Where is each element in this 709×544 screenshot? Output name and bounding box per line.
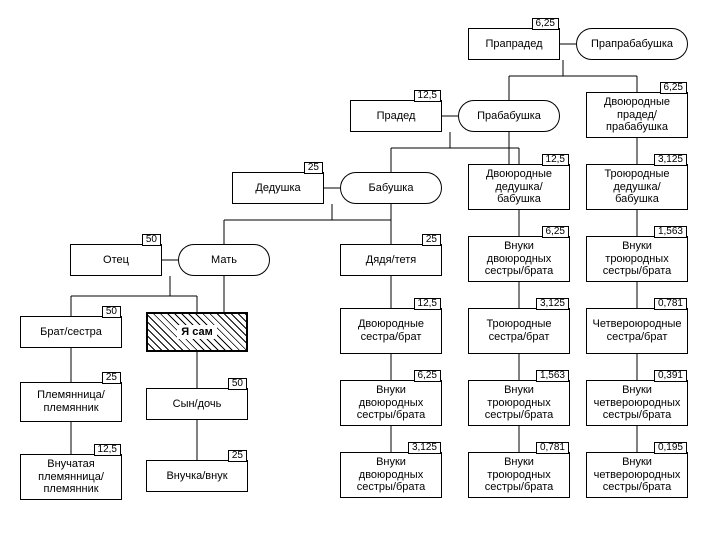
node-dv_sestra: Двоюродные сестра/брат12,5 bbox=[340, 308, 442, 354]
node-vnuk_dv2: Внуки двоюродных сестры/брата6,25 bbox=[340, 380, 442, 426]
node-plem: Племянница/ племянник25 bbox=[20, 382, 122, 422]
node-label: Четвероюродные сестра/брат bbox=[591, 318, 683, 343]
node-ch_sestra: Четвероюродные сестра/брат0,781 bbox=[586, 308, 688, 354]
node-label: Мать bbox=[211, 254, 237, 267]
node-label: Двоюродные дедушка/ бабушка bbox=[473, 168, 565, 206]
node-praded: Прадед12,5 bbox=[350, 100, 442, 132]
node-label: Троюродные сестра/брат bbox=[473, 318, 565, 343]
node-vnuk_ch3: Внуки четвероюродных сестры/брата0,195 bbox=[586, 452, 688, 498]
node-vnuchka: Внучка/внук25 bbox=[146, 460, 248, 492]
node-label: Внучатая племянница/ племянник bbox=[25, 458, 117, 496]
node-label: Прапрадед bbox=[485, 38, 542, 51]
node-badge: 6,25 bbox=[660, 82, 687, 94]
node-ya: Я сам bbox=[146, 312, 248, 352]
node-tr_sestra: Троюродные сестра/брат3,125 bbox=[468, 308, 570, 354]
family-tree-diagram: Прапрадед6,25ПрапрабабушкаПрадед12,5Праб… bbox=[0, 0, 709, 544]
node-syn: Сын/дочь50 bbox=[146, 388, 248, 420]
node-label: Троюродные дедушка/ бабушка bbox=[591, 168, 683, 206]
node-label: Внуки двоюродных сестры/брата bbox=[345, 384, 437, 422]
node-dv_praded: Двоюродные прадед/ прабабушка6,25 bbox=[586, 92, 688, 138]
node-label: Внуки двоюродных сестры/брата bbox=[473, 240, 565, 278]
node-label: Племянница/ племянник bbox=[25, 389, 117, 414]
node-dyadya: Дядя/тетя25 bbox=[340, 244, 442, 276]
node-vnuk_tr3: Внуки троюродных сестры/брата0,781 bbox=[468, 452, 570, 498]
node-label: Двоюродные сестра/брат bbox=[345, 318, 437, 343]
node-vnuk_dv1: Внуки двоюродных сестры/брата6,25 bbox=[468, 236, 570, 282]
node-badge: 50 bbox=[142, 234, 161, 246]
node-vnuk_ch2: Внуки четвероюродных сестры/брата0,391 bbox=[586, 380, 688, 426]
node-badge: 12,5 bbox=[542, 154, 569, 166]
node-badge: 0,195 bbox=[654, 442, 687, 454]
node-label: Отец bbox=[103, 254, 129, 267]
node-otec: Отец50 bbox=[70, 244, 162, 276]
node-label: Внучка/внук bbox=[166, 470, 227, 483]
node-label: Внуки двоюродных сестры/брата bbox=[345, 456, 437, 494]
node-tr_ded: Троюродные дедушка/ бабушка3,125 bbox=[586, 164, 688, 210]
node-label: Дедушка bbox=[255, 182, 300, 195]
node-label: Прадед bbox=[377, 110, 416, 123]
node-vn_plem: Внучатая племянница/ племянник12,5 bbox=[20, 454, 122, 500]
node-label: Прапрабабушка bbox=[591, 38, 673, 51]
node-badge: 25 bbox=[304, 162, 323, 174]
node-badge: 3,125 bbox=[408, 442, 441, 454]
node-label: Внуки троюродных сестры/брата bbox=[473, 384, 565, 422]
node-badge: 0,781 bbox=[654, 298, 687, 310]
node-badge: 12,5 bbox=[414, 298, 441, 310]
node-badge: 12,5 bbox=[94, 444, 121, 456]
node-label: Брат/сестра bbox=[40, 326, 102, 339]
node-badge: 1,563 bbox=[536, 370, 569, 382]
node-label: Внуки четвероюродных сестры/брата bbox=[591, 384, 683, 422]
node-babushka: Бабушка bbox=[340, 172, 442, 204]
node-label: Внуки троюродных сестры/брата bbox=[473, 456, 565, 494]
node-label: Я сам bbox=[177, 325, 216, 340]
node-dv_ded: Двоюродные дедушка/ бабушка12,5 bbox=[468, 164, 570, 210]
node-badge: 12,5 bbox=[414, 90, 441, 102]
node-badge: 25 bbox=[422, 234, 441, 246]
node-label: Внуки четвероюродных сестры/брата bbox=[591, 456, 683, 494]
node-praprad: Прапрадед6,25 bbox=[468, 28, 560, 60]
node-badge: 0,781 bbox=[536, 442, 569, 454]
node-badge: 3,125 bbox=[654, 154, 687, 166]
node-prababushka: Прабабушка bbox=[458, 100, 560, 132]
node-badge: 3,125 bbox=[536, 298, 569, 310]
node-badge: 6,25 bbox=[532, 18, 559, 30]
node-vnuk_tr1: Внуки троюродных сестры/брата1,563 bbox=[586, 236, 688, 282]
node-prapra_bab: Прапрабабушка bbox=[576, 28, 688, 60]
node-mat: Мать bbox=[178, 244, 270, 276]
node-badge: 0,391 bbox=[654, 370, 687, 382]
node-badge: 1,563 bbox=[654, 226, 687, 238]
node-badge: 50 bbox=[102, 306, 121, 318]
node-dedushka: Дедушка25 bbox=[232, 172, 324, 204]
node-label: Дядя/тетя bbox=[366, 254, 417, 267]
node-brat: Брат/сестра50 bbox=[20, 316, 122, 348]
node-badge: 50 bbox=[228, 378, 247, 390]
node-label: Бабушка bbox=[369, 182, 414, 195]
node-label: Двоюродные прадед/ прабабушка bbox=[591, 96, 683, 134]
node-badge: 25 bbox=[228, 450, 247, 462]
node-label: Прабабушка bbox=[477, 110, 541, 123]
node-vnuk_tr2: Внуки троюродных сестры/брата1,563 bbox=[468, 380, 570, 426]
node-label: Внуки троюродных сестры/брата bbox=[591, 240, 683, 278]
node-label: Сын/дочь bbox=[173, 398, 222, 411]
node-badge: 6,25 bbox=[542, 226, 569, 238]
node-badge: 6,25 bbox=[414, 370, 441, 382]
node-vnuk_dv3: Внуки двоюродных сестры/брата3,125 bbox=[340, 452, 442, 498]
node-badge: 25 bbox=[102, 372, 121, 384]
